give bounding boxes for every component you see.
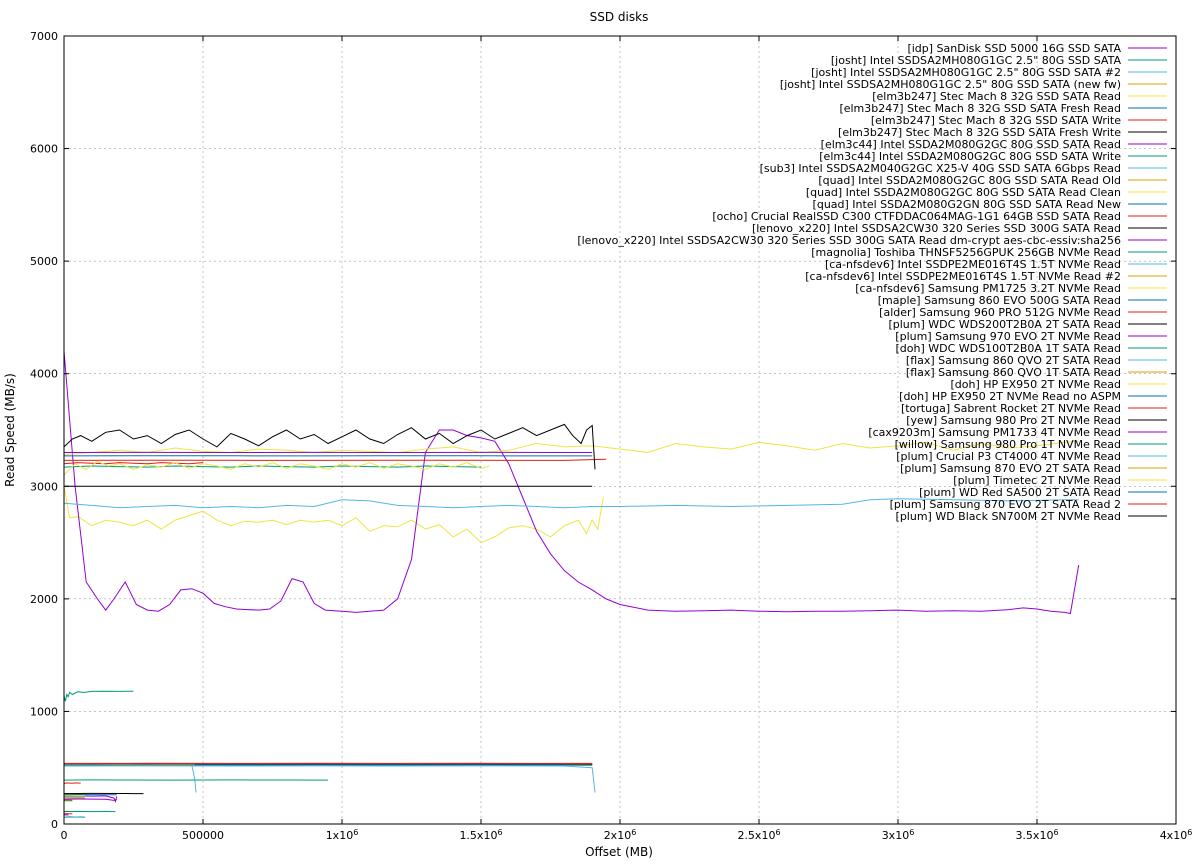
x-axis-ticks: 0 500000 1x106 1.5x106 2x106 2.5x106 3x106 3.5x… (61, 36, 1193, 842)
legend-label: [sub3] Intel SSDSA2M040G2GC X25-V 40G SS… (760, 162, 1121, 175)
legend-label: [flax] Samsung 860 QVO 1T SATA Read (906, 366, 1121, 379)
series-line-37 (63, 460, 490, 476)
legend-label: [ca-nfsdev6] Samsung PM1725 3.2T NVMe Re… (855, 282, 1121, 295)
legend-label: [willow] Samsung 980 Pro 1T NVMe Read (895, 438, 1121, 451)
legend-label: [josht] Intel SSDSA2MH080G1GC 2.5" 80G S… (780, 78, 1121, 91)
legend-label: [tortuga] Sabrent Rocket 2T NVMe Read (901, 402, 1121, 415)
y-axis-label: Read Speed (MB/s) (3, 373, 17, 487)
legend-label: [elm3c44] Intel SSDA2M080G2GC 80G SSD SA… (821, 138, 1121, 151)
series-line-15 (63, 782, 81, 784)
legend-label: [plum] Crucial P3 CT4000 4T NVMe Read (896, 450, 1121, 463)
legend-label: [elm3b247] Stec Mach 8 32G SSD SATA Fres… (839, 102, 1121, 115)
x-tick-label: 500000 (182, 829, 224, 842)
y-tick-label: 6000 (30, 143, 58, 156)
series-line-32 (63, 423, 596, 470)
x-tick-label: 2x106 (604, 828, 637, 842)
series-line-29 (63, 440, 1079, 456)
y-axis-ticks: 0 1000 2000 3000 4000 5000 6000 7000 (30, 30, 1176, 831)
legend-label: [plum] Samsung 870 EVO 2T SATA Read 2 (890, 498, 1121, 511)
legend-label: [plum] WDC WDS200T2B0A 2T SATA Read (888, 318, 1121, 331)
x-tick-label: 0 (61, 829, 68, 842)
y-tick-label: 0 (51, 818, 58, 831)
legend-label: [magnolia] Toshiba THNSF5256GPUK 256GB N… (811, 246, 1121, 259)
legend-label: [cax9203m] Samsung PM1733 4T NVMe Read (868, 426, 1121, 439)
y-tick-label: 4000 (30, 368, 58, 381)
x-axis-label: Offset (MB) (585, 845, 653, 859)
series-line-34 (63, 465, 482, 468)
legend-label: [quad] Intel SSDA2M080G2GC 80G SSD SATA … (806, 186, 1121, 199)
legend-label: [doh] WDC WDS100T2B0A 1T SATA Read (896, 342, 1122, 355)
legend-label: [plum] Timetec 2T NVMe Read (953, 474, 1121, 487)
series-lines (63, 351, 1080, 818)
legend-label: [ocho] Crucial RealSSD C300 CTFDDAC064MA… (712, 210, 1121, 223)
legend-label: [doh] HP EX950 2T NVMe Read no ASPM (899, 390, 1121, 403)
series-line-35 (63, 498, 1079, 509)
series-line-23 (63, 462, 204, 465)
legend-label: [doh] HP EX950 2T NVMe Read (950, 378, 1121, 391)
series-line-21 (63, 486, 604, 544)
y-tick-label: 3000 (30, 480, 58, 493)
series-line-17 (63, 798, 117, 801)
legend-label: [quad] Intel SSDA2M080G2GC 80G SSD SATA … (818, 174, 1121, 187)
chart-title: SSD disks (590, 10, 649, 24)
series-line-18 (63, 690, 134, 702)
x-tick-label: 4x106 (1160, 828, 1193, 842)
x-tick-label: 3x106 (882, 828, 915, 842)
y-tick-label: 7000 (30, 30, 58, 43)
legend-label: [elm3b247] Stec Mach 8 32G SSD SATA Read (872, 90, 1121, 103)
legend-label: [plum] Samsung 970 EVO 2T NVMe Read (895, 330, 1121, 343)
legend-label: [alder] Samsung 960 PRO 512G NVMe Read (879, 306, 1121, 319)
x-tick-label: 2.5x106 (737, 828, 780, 842)
legend-label: [yew] Samsung 980 Pro 2T NVMe Read (906, 414, 1121, 427)
legend-label: [idp] SanDisk SSD 5000 16G SSD SATA (907, 42, 1121, 55)
x-tick-label: 1x106 (326, 828, 359, 842)
legend-label: [plum] WD Red SA500 2T SATA Read (919, 486, 1121, 499)
y-tick-label: 1000 (30, 705, 58, 718)
legend-label: [flax] Samsung 860 QVO 2T SATA Read (906, 354, 1121, 367)
y-tick-label: 5000 (30, 255, 58, 268)
legend-label: [lenovo_x220] Intel SSDSA2CW30 320 Serie… (752, 222, 1121, 235)
legend-label: [plum] WD Black SN700M 2T NVMe Read (896, 510, 1121, 523)
legend-label: [josht] Intel SSDSA2MH080G1GC 2.5" 80G S… (811, 66, 1121, 79)
legend: [idp] SanDisk SSD 5000 16G SSD SATA[josh… (577, 42, 1167, 523)
legend-label: [quad] Intel SSDA2M080G2GN 80G SSD SATA … (813, 198, 1121, 211)
legend-label: [elm3b247] Stec Mach 8 32G SSD SATA Fres… (838, 126, 1121, 139)
legend-label: [lenovo_x220] Intel SSDSA2CW30 320 Serie… (577, 234, 1121, 247)
y-tick-label: 2000 (30, 593, 58, 606)
legend-label: [ca-nfsdev6] Intel SSDPE2ME016T4S 1.5T N… (825, 258, 1121, 271)
series-line-27 (63, 765, 596, 793)
series-line-25 (63, 351, 1080, 615)
series-line-31 (63, 458, 607, 461)
legend-label: [elm3c44] Intel SSDA2M080G2GC 80G SSD SA… (819, 150, 1121, 163)
x-tick-label: 3.5x106 (1015, 828, 1058, 842)
legend-label: [maple] Samsung 860 EVO 500G SATA Read (878, 294, 1121, 307)
legend-label: [josht] Intel SSDSA2MH080G1GC 2.5" 80G S… (831, 54, 1122, 67)
legend-label: [ca-nfsdev6] Intel SSDPE2ME016T4S 1.5T N… (805, 270, 1121, 283)
legend-label: [plum] Samsung 870 EVO 2T SATA Read (900, 462, 1121, 475)
legend-label: [elm3b247] Stec Mach 8 32G SSD SATA Writ… (871, 114, 1121, 127)
x-tick-label: 1.5x106 (459, 828, 502, 842)
